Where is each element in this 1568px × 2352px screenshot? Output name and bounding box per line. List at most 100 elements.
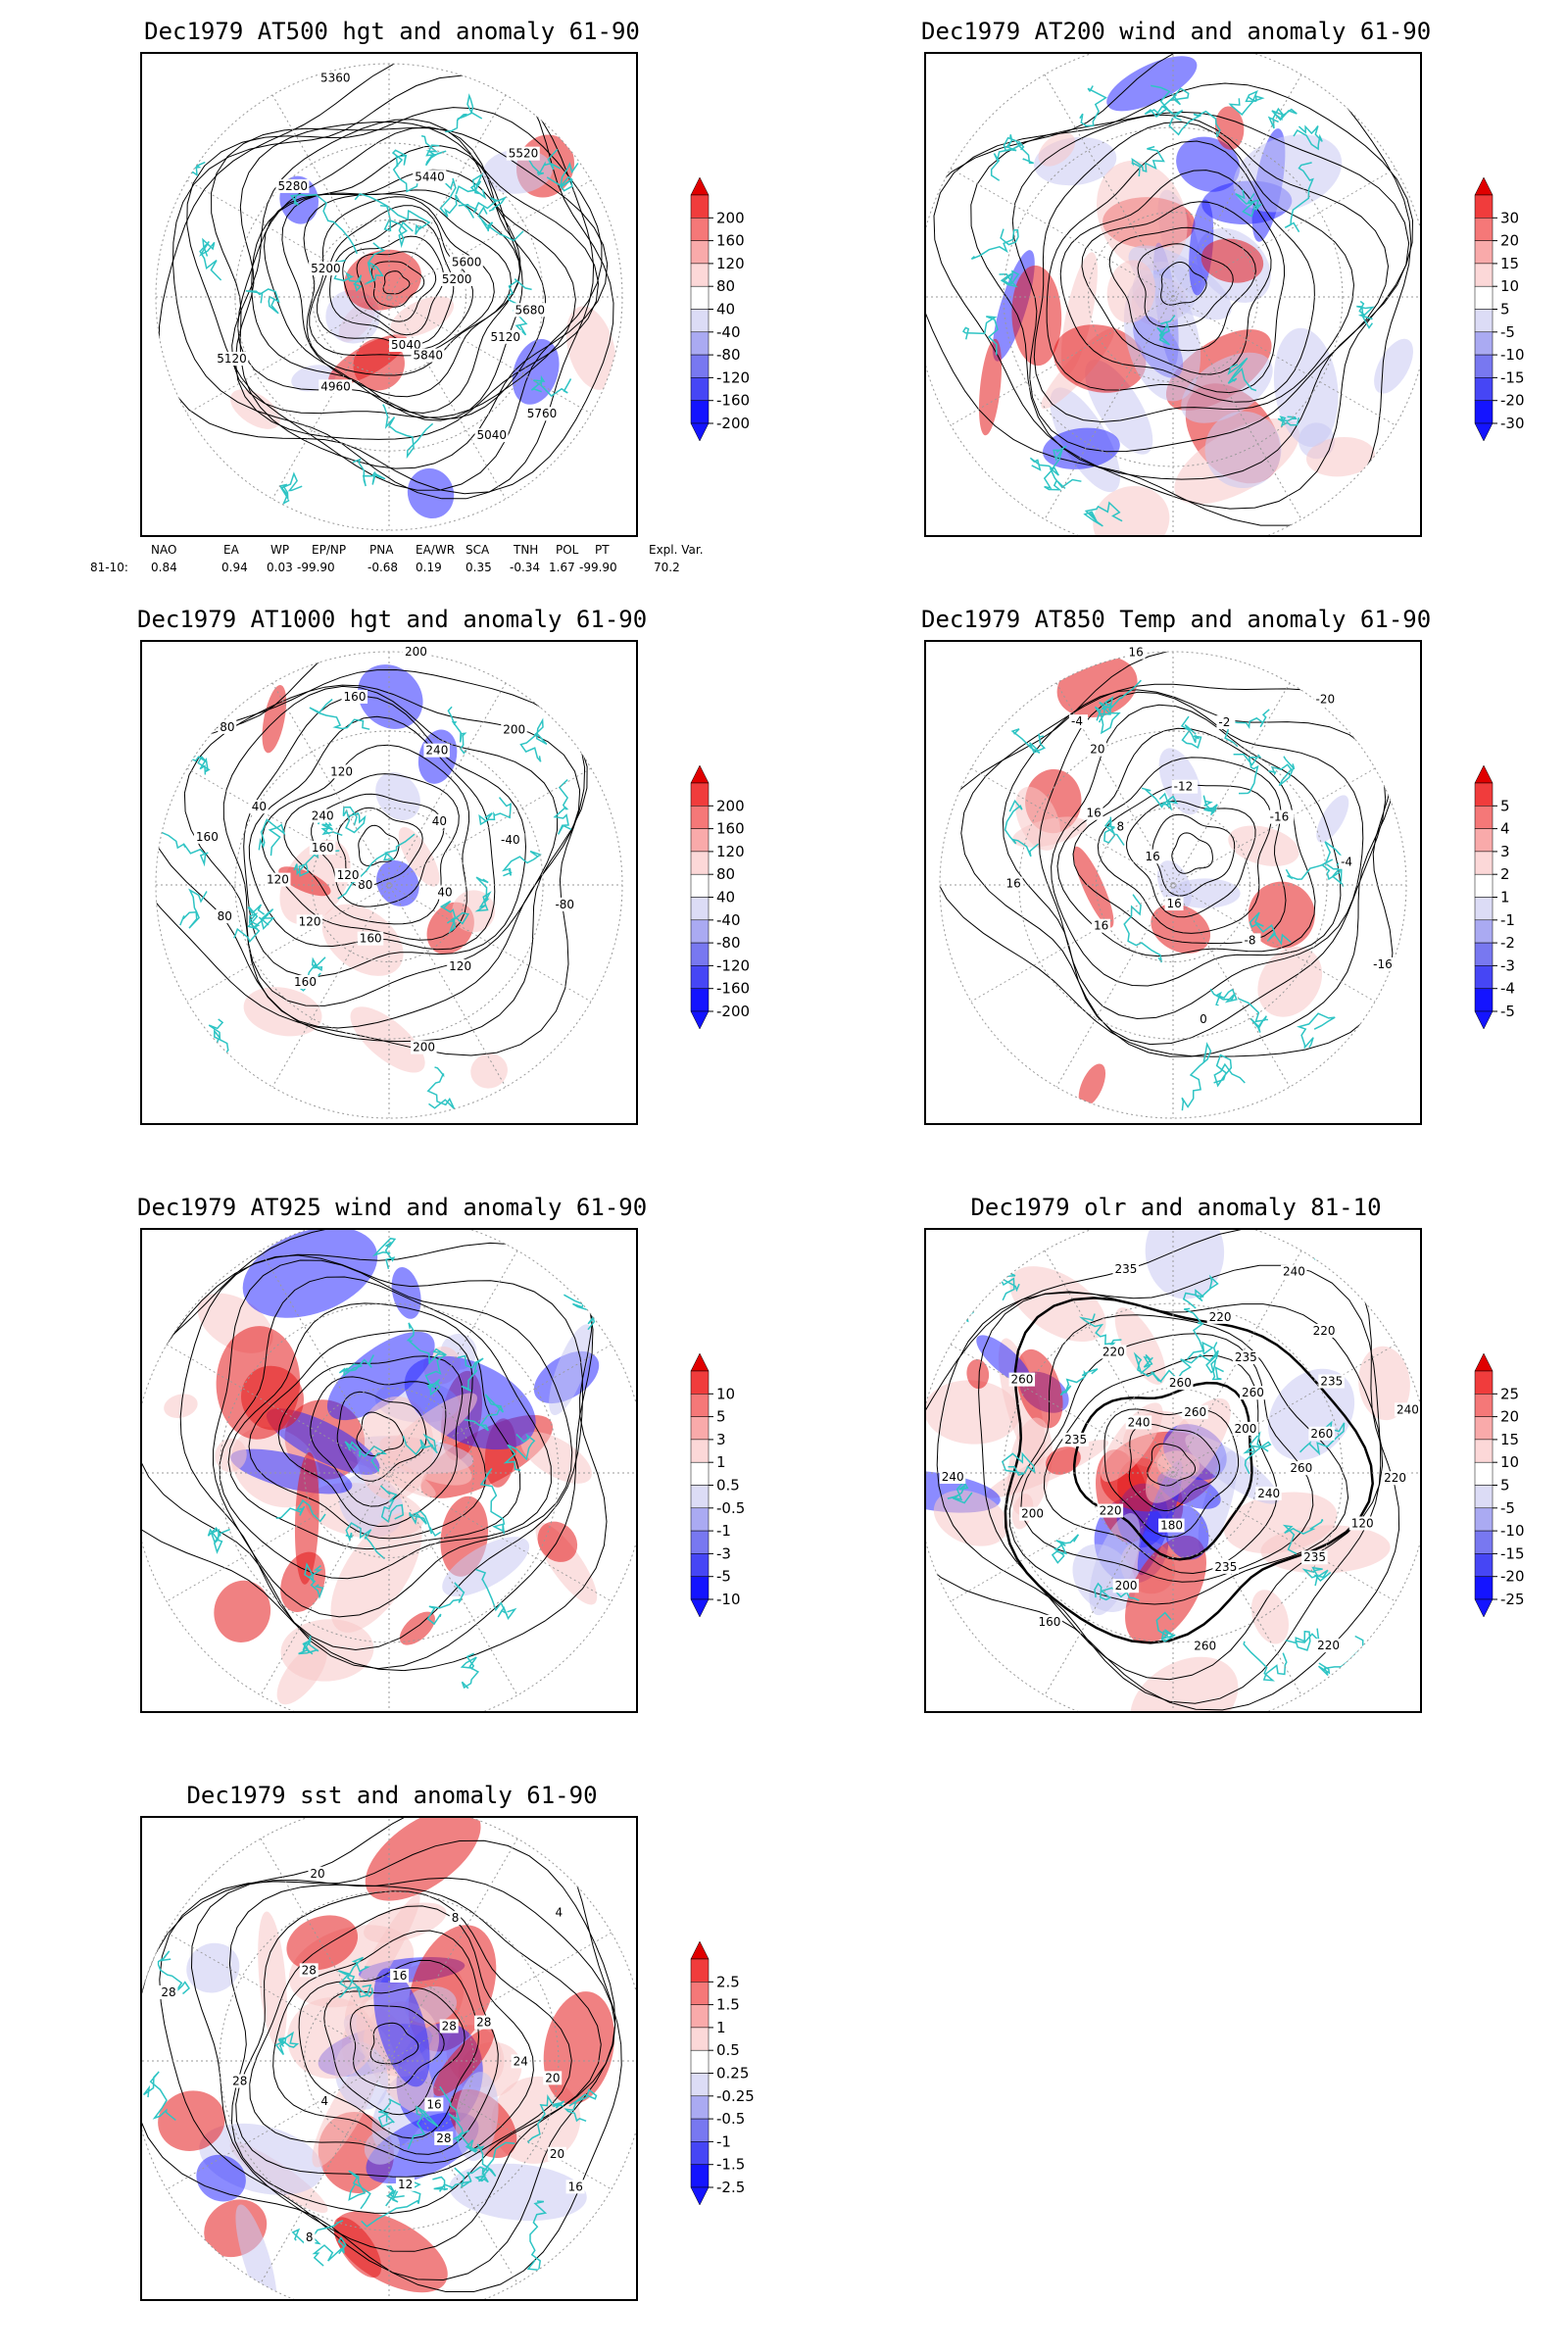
- coastline: [454, 2143, 497, 2189]
- colorbar-bin: [1474, 285, 1494, 310]
- index-value: -99.90: [297, 561, 335, 574]
- colorbar: 2.5 1.5 1 0.5 0.25 -0.25 -0.5 -1 -1.5 -2.5: [681, 1936, 818, 2210]
- coastline: [1267, 107, 1298, 129]
- coastline: [1103, 816, 1125, 846]
- colorbar-label: -200: [716, 1003, 750, 1020]
- contour-line: [228, 1884, 602, 2214]
- map-contents: [142, 1230, 608, 1705]
- contour-label: -20: [1316, 693, 1336, 707]
- coastline: [1043, 466, 1082, 491]
- colorbar-bin: [690, 1982, 710, 2005]
- contour-line: [263, 169, 521, 415]
- colorbar-bin: [1474, 263, 1494, 287]
- index-row-label: 81-10:: [90, 561, 128, 574]
- contour-label: 20: [310, 1867, 324, 1881]
- contour-line: [234, 121, 600, 440]
- coastline: [455, 172, 487, 200]
- anomaly-shading: [294, 1451, 319, 1585]
- contour-label: 16: [568, 2180, 583, 2193]
- colorbar-label: 10: [716, 1385, 735, 1402]
- colorbar: 10 5 3 1 0.5 -0.5 -1 -3 -5 -10: [681, 1348, 818, 1622]
- colorbar-bin: [690, 331, 710, 356]
- contour-line: [1011, 114, 1390, 453]
- coastline: [439, 900, 469, 935]
- contour-label-bg: [318, 2093, 330, 2108]
- coastline: [312, 2235, 347, 2267]
- contour-line: [298, 1959, 480, 2139]
- coastline: [457, 1354, 484, 1393]
- colorbar-label: -5: [1500, 1499, 1515, 1517]
- coastline: [346, 1956, 372, 1998]
- index-header: PT: [595, 543, 610, 557]
- contour-label: -16: [1270, 810, 1290, 824]
- contour-label: 220: [1102, 1345, 1125, 1358]
- colorbar-bin: [690, 1416, 710, 1441]
- contour-label-bg: [1112, 1579, 1140, 1593]
- meridian-line: [271, 682, 507, 1088]
- meridian-line: [186, 767, 592, 1003]
- coastline: [406, 1322, 447, 1365]
- colorbar-label: -30: [1500, 415, 1525, 432]
- contour-label: 16: [1094, 919, 1108, 933]
- colorbar-label: 3: [716, 1431, 726, 1448]
- contour-label-bg: [1112, 1262, 1140, 1277]
- anomaly-shading: [390, 296, 455, 338]
- coastline: [178, 161, 206, 177]
- contour-label-bg: [159, 1984, 178, 1999]
- contour-label: 240: [942, 1470, 964, 1484]
- coastline: [160, 1231, 211, 1303]
- index-header: POL: [556, 543, 579, 557]
- anomaly-shading: [399, 1611, 435, 1645]
- coastline: [199, 237, 222, 281]
- colorbar-label: 1: [716, 2019, 726, 2036]
- panel-at925-wind: Dec1979 AT925 wind and anomaly 61-90 10 5…: [0, 1176, 784, 1764]
- coastline: [478, 797, 512, 826]
- contour-label-bg: [1143, 850, 1162, 864]
- contour-label-bg: [1088, 742, 1107, 757]
- anomaly-shading: [1248, 881, 1315, 949]
- coastline: [432, 2176, 472, 2192]
- contour-label: 235: [1235, 1350, 1257, 1364]
- contour-label-bg: [1371, 956, 1397, 971]
- contour-label-bg: [249, 800, 269, 814]
- map-contents: [158, 64, 616, 519]
- anomaly-shading: [164, 1394, 198, 1419]
- coastline: [1298, 1420, 1346, 1456]
- contour-line: [349, 2004, 445, 2089]
- contour-label: 240: [312, 808, 334, 822]
- contour-label: 20: [550, 2147, 564, 2161]
- index-header: EA/WR: [416, 543, 456, 557]
- contour-label: 5280: [277, 179, 308, 193]
- contour-line: [960, 683, 1396, 1057]
- contour-label: 8: [452, 1911, 460, 1925]
- contour-label: 5440: [415, 170, 445, 183]
- contour-line: [1008, 1314, 1349, 1605]
- contour-label: 220: [1317, 1639, 1340, 1652]
- coastline: [479, 1468, 506, 1535]
- anomaly-shading: [258, 1911, 287, 2048]
- colorbar-arrow-top: [690, 1940, 710, 1960]
- contour-label-bg: [334, 868, 362, 883]
- contour-label-bg: [501, 722, 527, 737]
- contour-label: 235: [1214, 1560, 1237, 1574]
- contour-label: 120: [449, 959, 471, 973]
- colorbar-label: -120: [716, 368, 750, 386]
- anomaly-shading: [1096, 160, 1188, 271]
- contour-label-bg: [553, 897, 579, 911]
- anomaly-shading: [1257, 946, 1323, 1017]
- index-value: 0.03: [267, 561, 293, 574]
- colorbar-arrow-top: [690, 1352, 710, 1372]
- coastline: [564, 1294, 599, 1331]
- coastline: [219, 2275, 252, 2299]
- contour-label: 220: [1384, 1471, 1406, 1485]
- colorbar-bin: [690, 942, 710, 966]
- contour-label: 260: [1290, 1461, 1312, 1475]
- colorbar-arrow-bottom: [1474, 1010, 1494, 1030]
- contour-label-bg: [402, 645, 429, 659]
- meridian-line: [950, 168, 1396, 426]
- colorbar-label: -10: [716, 1591, 741, 1608]
- colorbar-label: -25: [1500, 1591, 1525, 1608]
- contour-line: [235, 1890, 572, 2178]
- anomaly-shading: [1130, 1656, 1239, 1711]
- coastline: [1213, 1054, 1246, 1088]
